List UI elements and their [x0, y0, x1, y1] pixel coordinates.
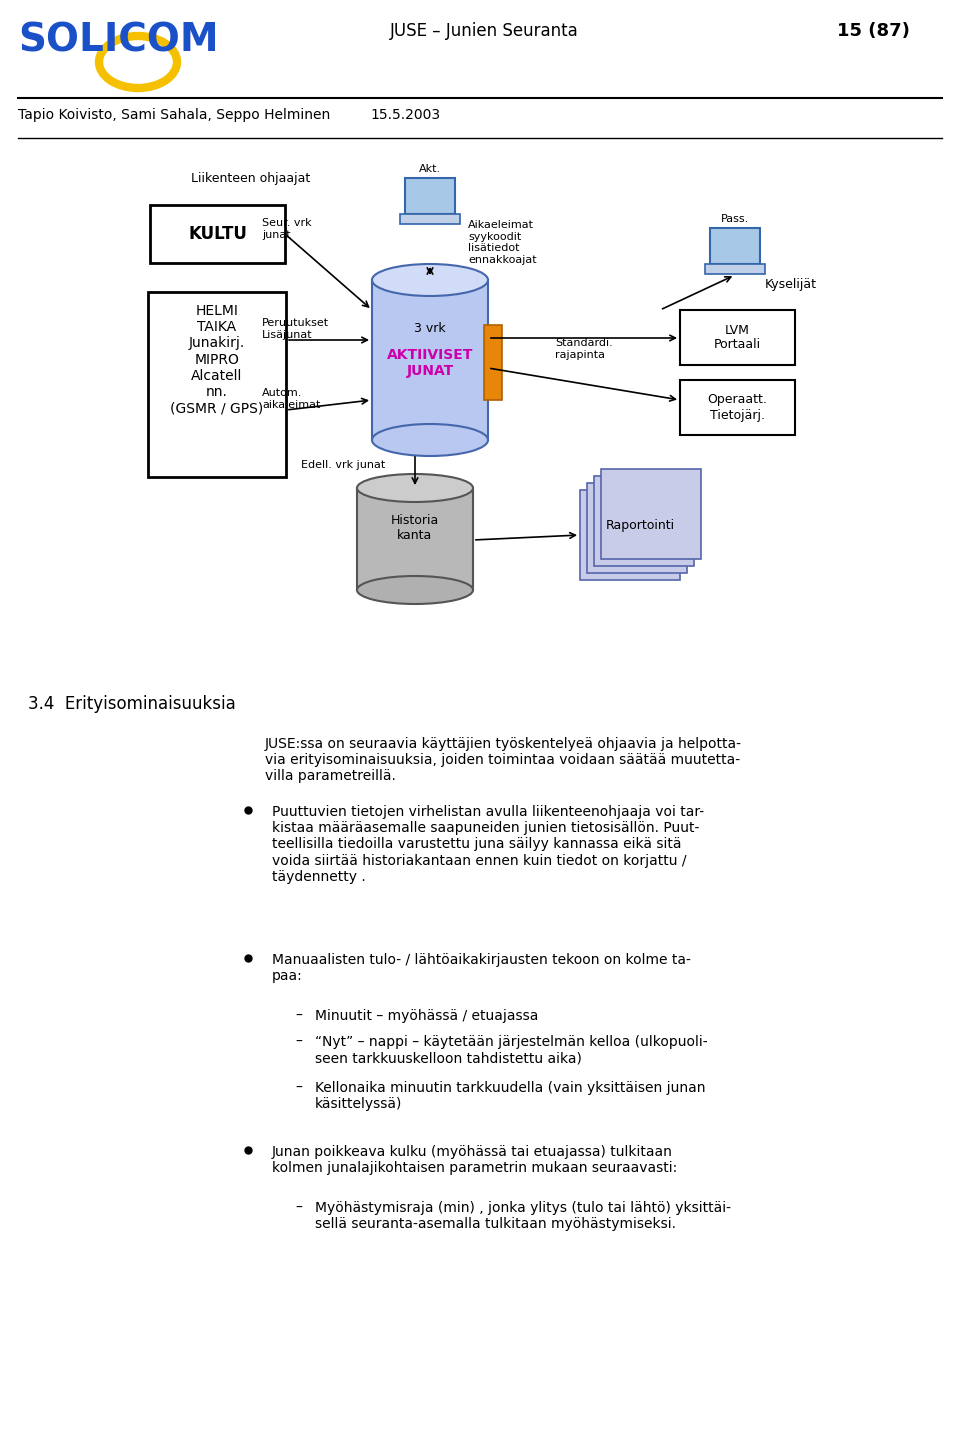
Text: Akt.: Akt.	[419, 164, 441, 174]
Bar	[601, 469, 701, 559]
Text: Puuttuvien tietojen virhelistan avulla liikenteenohjaaja voi tar-
kistaa määräas: Puuttuvien tietojen virhelistan avulla l…	[272, 804, 704, 884]
Bar	[400, 213, 460, 224]
Text: –: –	[295, 1080, 301, 1095]
Text: Autom.
aikaleimat: Autom. aikaleimat	[262, 388, 321, 409]
Polygon shape	[372, 280, 488, 440]
Ellipse shape	[357, 576, 473, 604]
Text: AKTIIVISET
JUNAT: AKTIIVISET JUNAT	[387, 348, 473, 378]
Text: Myöhästymisraja (min) , jonka ylitys (tulo tai lähtö) yksittäi-
sellä seuranta-a: Myöhästymisraja (min) , jonka ylitys (tu…	[315, 1201, 731, 1231]
Text: KULTU: KULTU	[188, 225, 247, 242]
Text: Operaatt.
Tietojärj.: Operaatt. Tietojärj.	[708, 393, 767, 421]
Text: Peruutukset
Lisäjunat: Peruutukset Lisäjunat	[262, 318, 329, 340]
Text: Historia
kanta: Historia kanta	[391, 514, 439, 542]
Text: –: –	[295, 1035, 301, 1048]
Text: 15.5.2003: 15.5.2003	[370, 107, 440, 122]
Text: Liikenteen ohjaajat: Liikenteen ohjaajat	[191, 171, 310, 184]
Text: Pass.: Pass.	[721, 213, 749, 224]
Bar	[587, 484, 687, 574]
Text: Kyselijät: Kyselijät	[765, 277, 817, 290]
Bar	[710, 228, 760, 264]
Text: 3.4  Erityisominaisuuksia: 3.4 Erityisominaisuuksia	[28, 696, 236, 713]
Text: JUSE:ssa on seuraavia käyttäjien työskentelyeä ohjaavia ja helpotta-
via erityis: JUSE:ssa on seuraavia käyttäjien työsken…	[265, 738, 742, 784]
Text: Tapio Koivisto, Sami Sahala, Seppo Helminen: Tapio Koivisto, Sami Sahala, Seppo Helmi…	[18, 107, 330, 122]
Text: 3 vrk: 3 vrk	[414, 322, 445, 335]
Text: Minuutit – myöhässä / etuajassa: Minuutit – myöhässä / etuajassa	[315, 1009, 539, 1024]
Text: Manuaalisten tulo- / lähtöaikakirjausten tekoon on kolme ta-
paa:: Manuaalisten tulo- / lähtöaikakirjausten…	[272, 953, 691, 983]
Text: Kellonaika minuutin tarkkuudella (vain yksittäisen junan
käsittelyssä): Kellonaika minuutin tarkkuudella (vain y…	[315, 1080, 706, 1111]
Bar	[680, 380, 795, 436]
Text: –: –	[295, 1009, 301, 1024]
Text: 15 (87): 15 (87)	[837, 22, 910, 41]
Text: Aikaeleimat
syykoodit
lisätiedot
ennakkoajat: Aikaeleimat syykoodit lisätiedot ennakko…	[468, 221, 537, 264]
Ellipse shape	[357, 473, 473, 502]
Text: LVM
Portaali: LVM Portaali	[714, 324, 761, 351]
Bar	[594, 476, 694, 566]
Text: –: –	[295, 1201, 301, 1215]
Bar	[150, 205, 285, 263]
Text: Seur. vrk
junat: Seur. vrk junat	[262, 218, 312, 240]
Bar	[580, 489, 680, 579]
Ellipse shape	[372, 424, 488, 456]
Bar	[680, 309, 795, 364]
Bar	[148, 292, 286, 478]
Text: “Nyt” – nappi – käytetään järjestelmän kelloa (ulkopuoli-
seen tarkkuuskelloon t: “Nyt” – nappi – käytetään järjestelmän k…	[315, 1035, 708, 1066]
Text: Junan poikkeava kulku (myöhässä tai etuajassa) tulkitaan
kolmen junalajikohtaise: Junan poikkeava kulku (myöhässä tai etua…	[272, 1146, 677, 1175]
Text: Standardi.
rajapinta: Standardi. rajapinta	[555, 338, 612, 360]
Bar	[405, 179, 455, 213]
Bar	[484, 325, 502, 399]
Polygon shape	[357, 488, 473, 590]
Text: HELMI
TAIKA
Junakirj.
MIPRO
Alcatell
nn.
(GSMR / GPS): HELMI TAIKA Junakirj. MIPRO Alcatell nn.…	[170, 303, 264, 415]
Text: SOLICOM: SOLICOM	[18, 22, 219, 60]
Bar	[705, 264, 765, 274]
Text: JUSE – Junien Seuranta: JUSE – Junien Seuranta	[390, 22, 579, 41]
Ellipse shape	[372, 264, 488, 296]
Text: Raportointi: Raportointi	[606, 518, 675, 531]
Text: Edell. vrk junat: Edell. vrk junat	[300, 460, 385, 470]
